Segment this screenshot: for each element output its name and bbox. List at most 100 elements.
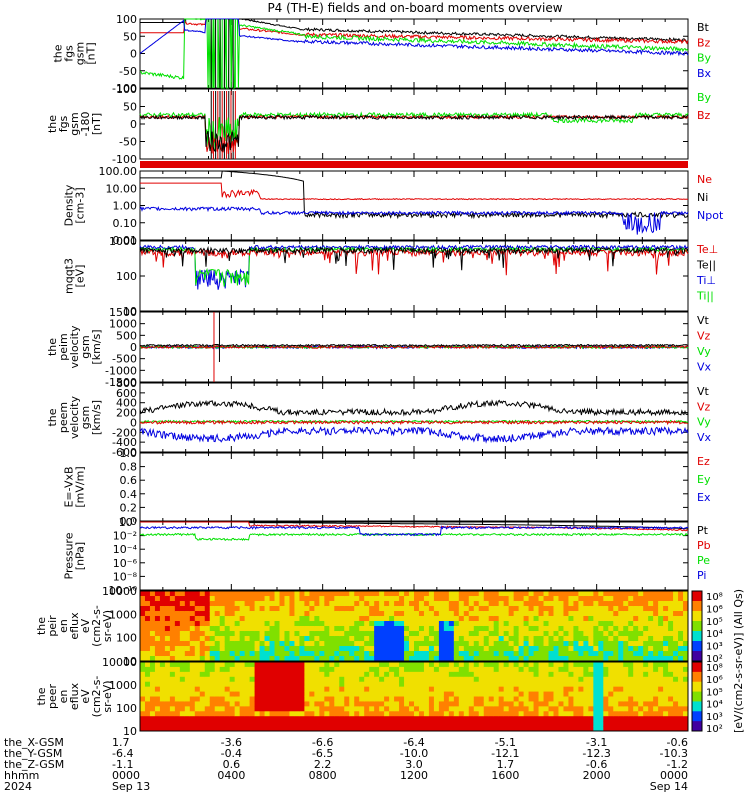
spectrogram-cell: [598, 686, 604, 693]
spectrogram-cell: [433, 631, 440, 637]
spectrogram-cell: [309, 686, 315, 693]
spectrogram-cell: [334, 662, 340, 668]
spectrogram-cell: [249, 641, 256, 647]
spectrogram-cell: [269, 671, 276, 678]
spectrogram-cell: [339, 691, 345, 697]
spectrogram-cell: [154, 686, 161, 693]
spectrogram-cell: [633, 601, 639, 607]
spectrogram-cell: [668, 656, 674, 662]
spectrogram-cell: [184, 616, 191, 622]
spectrogram-cell: [618, 686, 624, 693]
spectrogram-cell: [254, 641, 261, 647]
spectrogram-cell: [199, 696, 206, 702]
orbit-row-value: 0000: [660, 769, 688, 782]
spectrogram-cell: [409, 641, 415, 647]
spectrogram-cell: [244, 716, 251, 722]
spectrogram-cell: [234, 681, 241, 688]
spectrogram-cell: [458, 721, 465, 727]
y-tick-label: 100: [116, 13, 137, 26]
spectrogram-cell: [344, 681, 350, 688]
spectrogram-cell: [523, 596, 530, 602]
spectrogram-cell: [209, 676, 216, 683]
spectrogram-cell: [294, 596, 300, 602]
spectrogram-cell: [284, 666, 290, 673]
spectrogram-cell: [433, 606, 440, 612]
spectrogram-cell: [428, 656, 435, 662]
spectrogram-cell: [154, 621, 161, 627]
spectrogram-cell: [314, 656, 320, 662]
spectrogram-cell: [673, 601, 679, 607]
colorbar-tick-label: 10³: [706, 642, 723, 653]
spectrogram-cell: [453, 721, 460, 727]
spectrogram-cell: [463, 662, 470, 668]
orbit-row-value: -0.6: [667, 736, 688, 749]
spectrogram-cell: [663, 691, 669, 697]
spectrogram-cell: [154, 666, 161, 673]
spectrogram-cell: [244, 611, 251, 617]
spectrogram-cell: [648, 601, 654, 607]
spectrogram-cell: [224, 611, 231, 617]
orbit-row-value: -10.3: [660, 747, 688, 760]
spectrogram-cell: [334, 646, 340, 652]
spectrogram-cell: [174, 701, 181, 707]
spectrogram-cell: [219, 636, 226, 642]
colorbar-segment: [692, 687, 702, 691]
spectrogram-cell: [463, 671, 470, 678]
spectrogram-cell: [543, 666, 550, 673]
spectrogram-cell: [463, 626, 470, 632]
spectrogram-cell: [623, 596, 629, 602]
spectrogram-cell: [144, 616, 151, 622]
spectrogram-cell: [483, 706, 490, 712]
spectrogram-cell: [309, 656, 315, 662]
spectrogram-cell: [249, 606, 256, 612]
spectrogram-cell: [623, 686, 629, 693]
spectrogram-cell: [648, 651, 654, 657]
spectrogram-cell: [603, 646, 609, 652]
spectrogram-cell: [538, 591, 545, 597]
spectrogram-cell: [568, 716, 574, 722]
y-axis-label: velocity: [68, 396, 81, 439]
legend-entry: Te⊥: [696, 243, 718, 256]
spectrogram-cell: [239, 671, 246, 678]
spectrogram-cell: [159, 662, 166, 668]
spectrogram-cell: [648, 701, 654, 707]
spectrogram-cell: [678, 596, 684, 602]
spectrogram-cell: [658, 626, 664, 632]
spectrogram-cell: [349, 691, 355, 697]
spectrogram-cell: [294, 696, 300, 702]
spectrogram-cell: [404, 711, 410, 717]
spectrogram-cell: [633, 726, 639, 732]
spectrogram-cell: [453, 611, 460, 617]
spectrogram-cell: [214, 596, 221, 602]
spectrogram-cell: [149, 596, 156, 602]
spectrogram-cell: [239, 631, 246, 637]
spectrogram-cell: [389, 611, 395, 617]
spectrogram-cell: [149, 706, 156, 712]
spectrogram-cell: [140, 721, 146, 727]
legend-entry: Vy: [697, 416, 711, 429]
spectrogram-cell: [354, 726, 360, 732]
y-tick-label: 10⁻⁴: [113, 543, 138, 556]
spectrogram-cell: [369, 646, 375, 652]
spectrogram-cell: [493, 666, 500, 673]
spectrogram-cell: [169, 706, 176, 712]
spectrogram-cell: [309, 721, 315, 727]
spectrogram-cell: [548, 716, 554, 722]
spectrogram-cell: [364, 601, 370, 607]
spectrogram-cell: [169, 646, 176, 652]
spectrogram-cell: [548, 662, 554, 668]
spectrogram-cell: [498, 696, 505, 702]
spectrogram-cell: [603, 711, 609, 717]
spectrogram-cell: [493, 721, 500, 727]
spectrogram-cell: [254, 666, 261, 673]
spectrogram-cell: [678, 686, 684, 693]
spectrogram-cell: [478, 716, 485, 722]
spectrogram-cell: [638, 656, 644, 662]
spectrogram-cell: [673, 676, 679, 683]
spectrogram-cell: [209, 601, 216, 607]
spectrogram-cell: [558, 656, 564, 662]
spectrogram-cell: [329, 671, 335, 678]
spectrogram-cell: [359, 636, 365, 642]
spectrogram-cell: [608, 691, 614, 697]
spectrogram-cell: [304, 701, 310, 707]
